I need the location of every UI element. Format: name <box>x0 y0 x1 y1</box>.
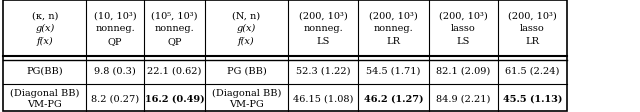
Text: 54.5 (1.71): 54.5 (1.71) <box>367 66 420 75</box>
Text: nonneg.: nonneg. <box>374 24 413 33</box>
Text: f(x): f(x) <box>238 37 255 46</box>
Text: g(x): g(x) <box>35 24 54 33</box>
Text: (N, n): (N, n) <box>232 11 260 20</box>
Text: 8.2 (0.27): 8.2 (0.27) <box>91 94 140 102</box>
Text: 46.15 (1.08): 46.15 (1.08) <box>293 94 353 102</box>
Text: VM-PG: VM-PG <box>229 99 264 108</box>
Text: lasso: lasso <box>451 24 476 33</box>
Text: nonneg.: nonneg. <box>154 24 195 33</box>
Text: f(x): f(x) <box>36 37 53 46</box>
Text: PG(BB): PG(BB) <box>26 66 63 75</box>
Text: (200, 10³): (200, 10³) <box>299 11 348 20</box>
Text: 16.2 (0.49): 16.2 (0.49) <box>145 94 204 102</box>
Text: QP: QP <box>108 37 122 46</box>
Text: 84.9 (2.21): 84.9 (2.21) <box>436 94 490 102</box>
Text: (10⁵, 10³): (10⁵, 10³) <box>151 11 198 20</box>
Text: nonneg.: nonneg. <box>303 24 343 33</box>
Text: (10, 10³): (10, 10³) <box>94 11 136 20</box>
Text: 61.5 (2.24): 61.5 (2.24) <box>506 66 559 75</box>
Text: (κ, n): (κ, n) <box>31 11 58 20</box>
Text: LS: LS <box>317 37 330 46</box>
Text: 52.3 (1.22): 52.3 (1.22) <box>296 66 351 75</box>
Text: LR: LR <box>387 37 401 46</box>
Text: (200, 10³): (200, 10³) <box>439 11 488 20</box>
Text: g(x): g(x) <box>237 24 256 33</box>
Text: 46.2 (1.27): 46.2 (1.27) <box>364 94 423 102</box>
Text: LS: LS <box>457 37 470 46</box>
Text: 22.1 (0.62): 22.1 (0.62) <box>147 66 202 75</box>
Text: (Diagonal BB): (Diagonal BB) <box>212 88 281 97</box>
Text: (Diagonal BB): (Diagonal BB) <box>10 88 79 97</box>
Text: 82.1 (2.09): 82.1 (2.09) <box>436 66 490 75</box>
Text: (200, 10³): (200, 10³) <box>369 11 418 20</box>
Text: PG (BB): PG (BB) <box>227 66 266 75</box>
Text: (200, 10³): (200, 10³) <box>508 11 557 20</box>
Text: LR: LR <box>525 37 540 46</box>
Text: lasso: lasso <box>520 24 545 33</box>
Text: nonneg.: nonneg. <box>95 24 135 33</box>
Text: QP: QP <box>167 37 182 46</box>
Text: 9.8 (0.3): 9.8 (0.3) <box>94 66 136 75</box>
Text: VM-PG: VM-PG <box>28 99 62 108</box>
Text: 45.5 (1.13): 45.5 (1.13) <box>503 94 562 102</box>
